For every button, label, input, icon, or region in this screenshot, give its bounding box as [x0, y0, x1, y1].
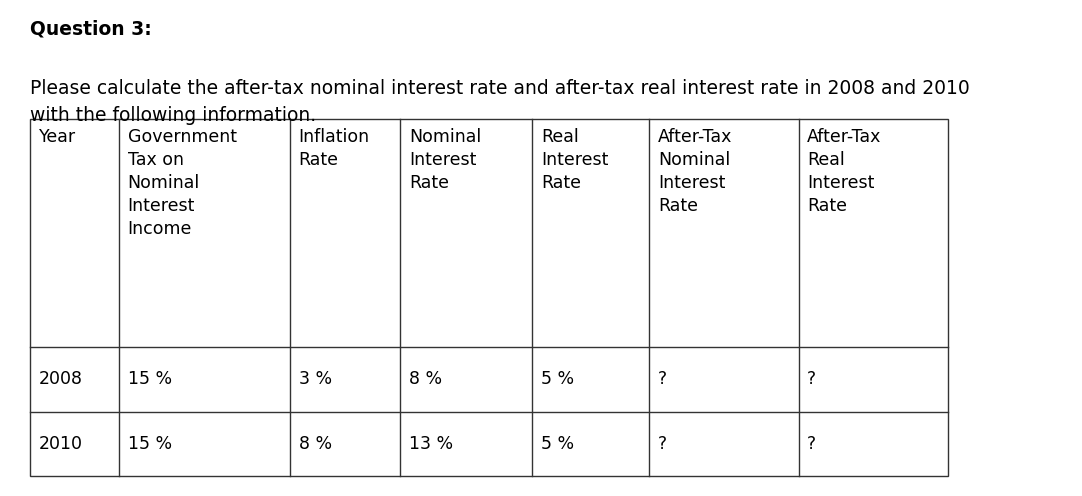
- Text: ?: ?: [807, 435, 816, 453]
- Text: 2008: 2008: [39, 371, 83, 388]
- Text: 5 %: 5 %: [541, 435, 575, 453]
- Text: 13 %: 13 %: [409, 435, 453, 453]
- Text: 3 %: 3 %: [299, 371, 332, 388]
- Text: ?: ?: [807, 371, 816, 388]
- Text: 15 %: 15 %: [128, 435, 172, 453]
- Text: Year: Year: [39, 128, 76, 146]
- Text: Real
Interest
Rate: Real Interest Rate: [541, 128, 608, 192]
- Text: 5 %: 5 %: [541, 371, 575, 388]
- Text: After-Tax
Real
Interest
Rate: After-Tax Real Interest Rate: [807, 128, 882, 215]
- Text: ?: ?: [658, 435, 667, 453]
- Bar: [30, 119, 948, 476]
- Text: 15 %: 15 %: [128, 371, 172, 388]
- Text: Question 3:: Question 3:: [30, 20, 153, 39]
- Text: Government
Tax on
Nominal
Interest
Income: Government Tax on Nominal Interest Incom…: [128, 128, 237, 238]
- Text: ?: ?: [658, 371, 667, 388]
- Text: After-Tax
Nominal
Interest
Rate: After-Tax Nominal Interest Rate: [658, 128, 733, 215]
- Text: Inflation
Rate: Inflation Rate: [299, 128, 370, 169]
- Text: 8 %: 8 %: [409, 371, 443, 388]
- Text: Please calculate the after-tax nominal interest rate and after-tax real interest: Please calculate the after-tax nominal i…: [30, 79, 971, 125]
- Text: 8 %: 8 %: [299, 435, 332, 453]
- Text: 2010: 2010: [39, 435, 83, 453]
- Text: Nominal
Interest
Rate: Nominal Interest Rate: [409, 128, 481, 192]
